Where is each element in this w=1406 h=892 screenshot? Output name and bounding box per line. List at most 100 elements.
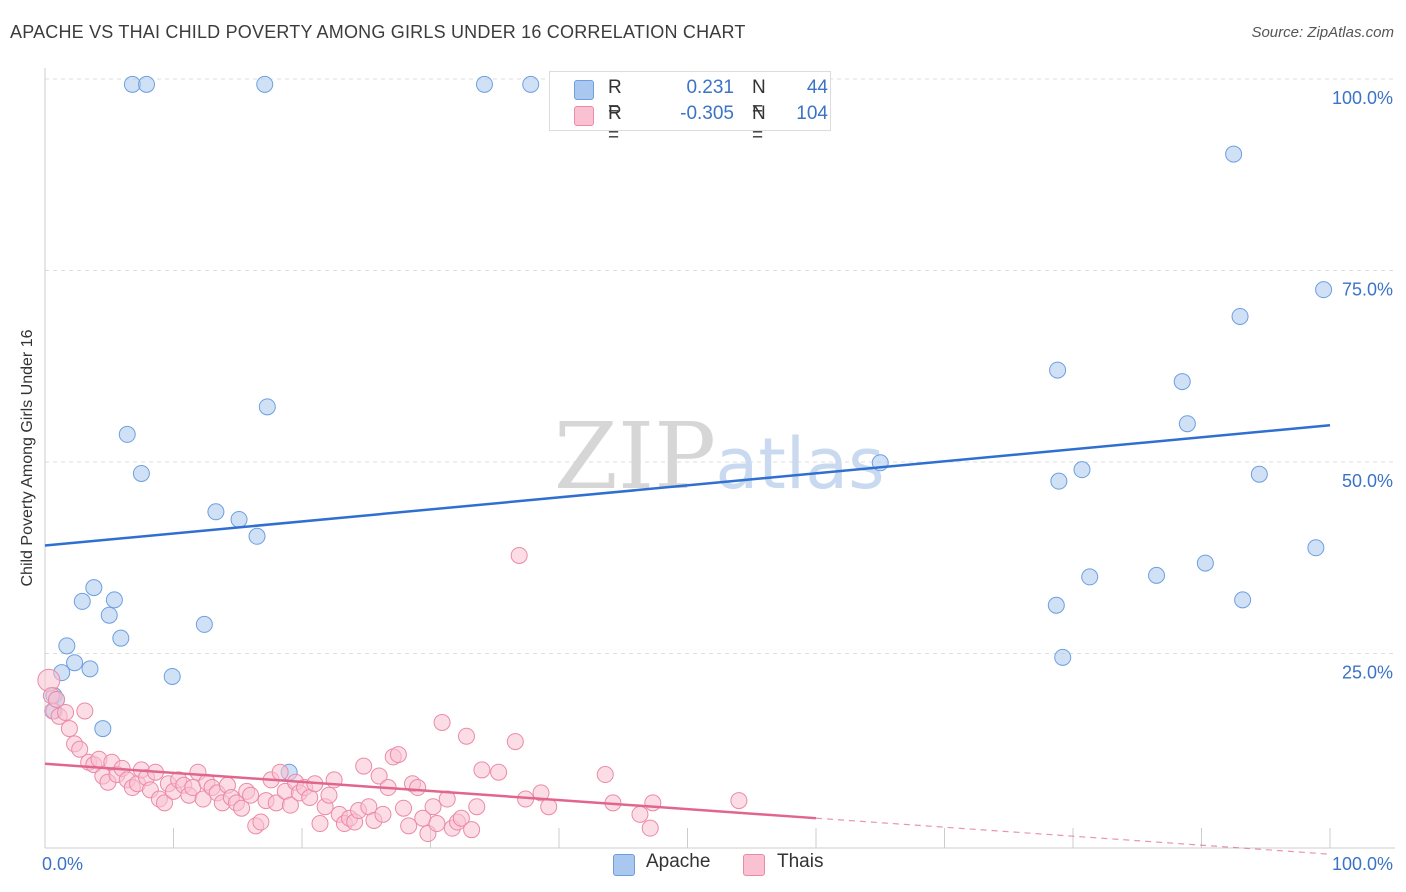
apache-point: [475, 75, 493, 93]
x-tick-label-min: 0.0%: [42, 854, 83, 874]
legend-label-thais: Thais: [777, 851, 824, 872]
thais-point: [540, 798, 558, 816]
legend-r-value: 0.231: [686, 77, 734, 98]
thais-point: [320, 786, 338, 804]
apache-point: [1196, 554, 1214, 572]
thais-point: [395, 799, 413, 817]
thais-point: [490, 763, 508, 781]
apache-point: [230, 510, 248, 528]
thais-point: [506, 733, 524, 751]
apache-point: [248, 527, 266, 545]
stats-legend: R = 0.231 N = 44 R = -0.305 N = 104: [549, 71, 831, 146]
chart-title: APACHE VS THAI CHILD POVERTY AMONG GIRLS…: [10, 22, 746, 42]
thais-point: [156, 794, 174, 812]
apache-point: [1049, 361, 1067, 379]
thais-point: [468, 798, 486, 816]
thais-point: [428, 815, 446, 833]
apache-point: [1315, 281, 1333, 299]
apache-point: [1178, 415, 1196, 433]
thais-point: [510, 546, 528, 564]
watermark: ZIP atlas: [554, 403, 885, 510]
y-tick-label: 75.0%: [1342, 280, 1393, 300]
thais-point: [400, 817, 418, 835]
thais-point: [370, 767, 388, 785]
apache-point: [1234, 591, 1252, 609]
legend-r-value: -0.305: [680, 103, 734, 124]
legend-n-value: 104: [796, 103, 828, 124]
thais-point: [76, 702, 94, 720]
watermark-atlas: atlas: [715, 423, 884, 505]
y-axis-label: Child Poverty Among Girls Under 16: [19, 329, 36, 587]
thais-point: [473, 761, 491, 779]
apache-point: [123, 75, 141, 93]
thais-point: [374, 805, 392, 823]
apache-point: [1231, 307, 1249, 325]
thais-point: [452, 809, 470, 827]
thais-point: [71, 740, 89, 758]
x-tick-label-max: 100.0%: [1332, 854, 1393, 874]
apache-point: [94, 720, 112, 738]
y-tick-label: 25.0%: [1342, 663, 1393, 683]
apache-point: [105, 591, 123, 609]
legend-n-label: N =: [752, 77, 766, 120]
apache-point: [112, 629, 130, 647]
watermark-zip: ZIP: [554, 403, 716, 510]
thais-point: [57, 703, 75, 721]
apache-trend-line: [44, 423, 1331, 547]
legend-r-label: R =: [608, 103, 622, 146]
thais-point: [644, 794, 662, 812]
legend-swatch-apache: [574, 80, 594, 100]
legend-swatch-thais: [574, 106, 594, 126]
thais-point: [532, 784, 550, 802]
apache-point: [1050, 472, 1068, 490]
apache-point: [1225, 145, 1243, 163]
apache-point: [522, 75, 540, 93]
legend-swatch-apache: [613, 854, 635, 876]
thais-point: [60, 720, 78, 738]
apache-point: [258, 398, 276, 416]
apache-point: [256, 75, 274, 93]
thais-point: [48, 690, 66, 708]
legend-r-label: R =: [608, 77, 622, 120]
apache-point: [1073, 461, 1091, 479]
grid-lines: [45, 78, 1395, 654]
apache-point: [163, 667, 181, 685]
trend-lines: [44, 423, 1331, 855]
apache-point: [100, 606, 118, 624]
thais-point: [596, 766, 614, 784]
thais-point: [631, 805, 649, 823]
thais-point: [409, 779, 427, 797]
apache-point: [1081, 568, 1099, 586]
source-label: Source: ZipAtlas.com: [1251, 24, 1394, 41]
thais-point: [311, 815, 329, 833]
apache-point: [1047, 596, 1065, 614]
thais-trend-extension: [815, 817, 1331, 855]
apache-point: [66, 654, 84, 672]
apache-point: [58, 637, 76, 655]
apache-point: [138, 75, 156, 93]
apache-point: [132, 464, 150, 482]
thais-point: [252, 813, 270, 831]
apache-point: [1054, 648, 1072, 666]
thais-point: [194, 790, 212, 808]
tick-labels: 25.0% 50.0% 75.0% 100.0% 0.0% 100.0%: [42, 88, 1393, 874]
apache-point: [1173, 373, 1191, 391]
apache-point: [207, 503, 225, 521]
legend-swatch-thais: [743, 854, 765, 876]
legend-n-label: N =: [752, 103, 766, 146]
thais-point: [233, 799, 251, 817]
y-tick-label: 100.0%: [1332, 88, 1393, 108]
apache-point: [85, 579, 103, 597]
thais-point: [463, 821, 481, 839]
data-points: [37, 75, 1333, 843]
thais-point: [730, 792, 748, 810]
apache-point: [195, 615, 213, 633]
thais-trend-line: [44, 762, 817, 820]
thais-point: [424, 798, 442, 816]
apache-point: [1250, 465, 1268, 483]
apache-point: [1148, 566, 1166, 584]
thais-point: [457, 727, 475, 745]
thais-point: [281, 796, 299, 814]
apache-point: [1307, 539, 1325, 557]
